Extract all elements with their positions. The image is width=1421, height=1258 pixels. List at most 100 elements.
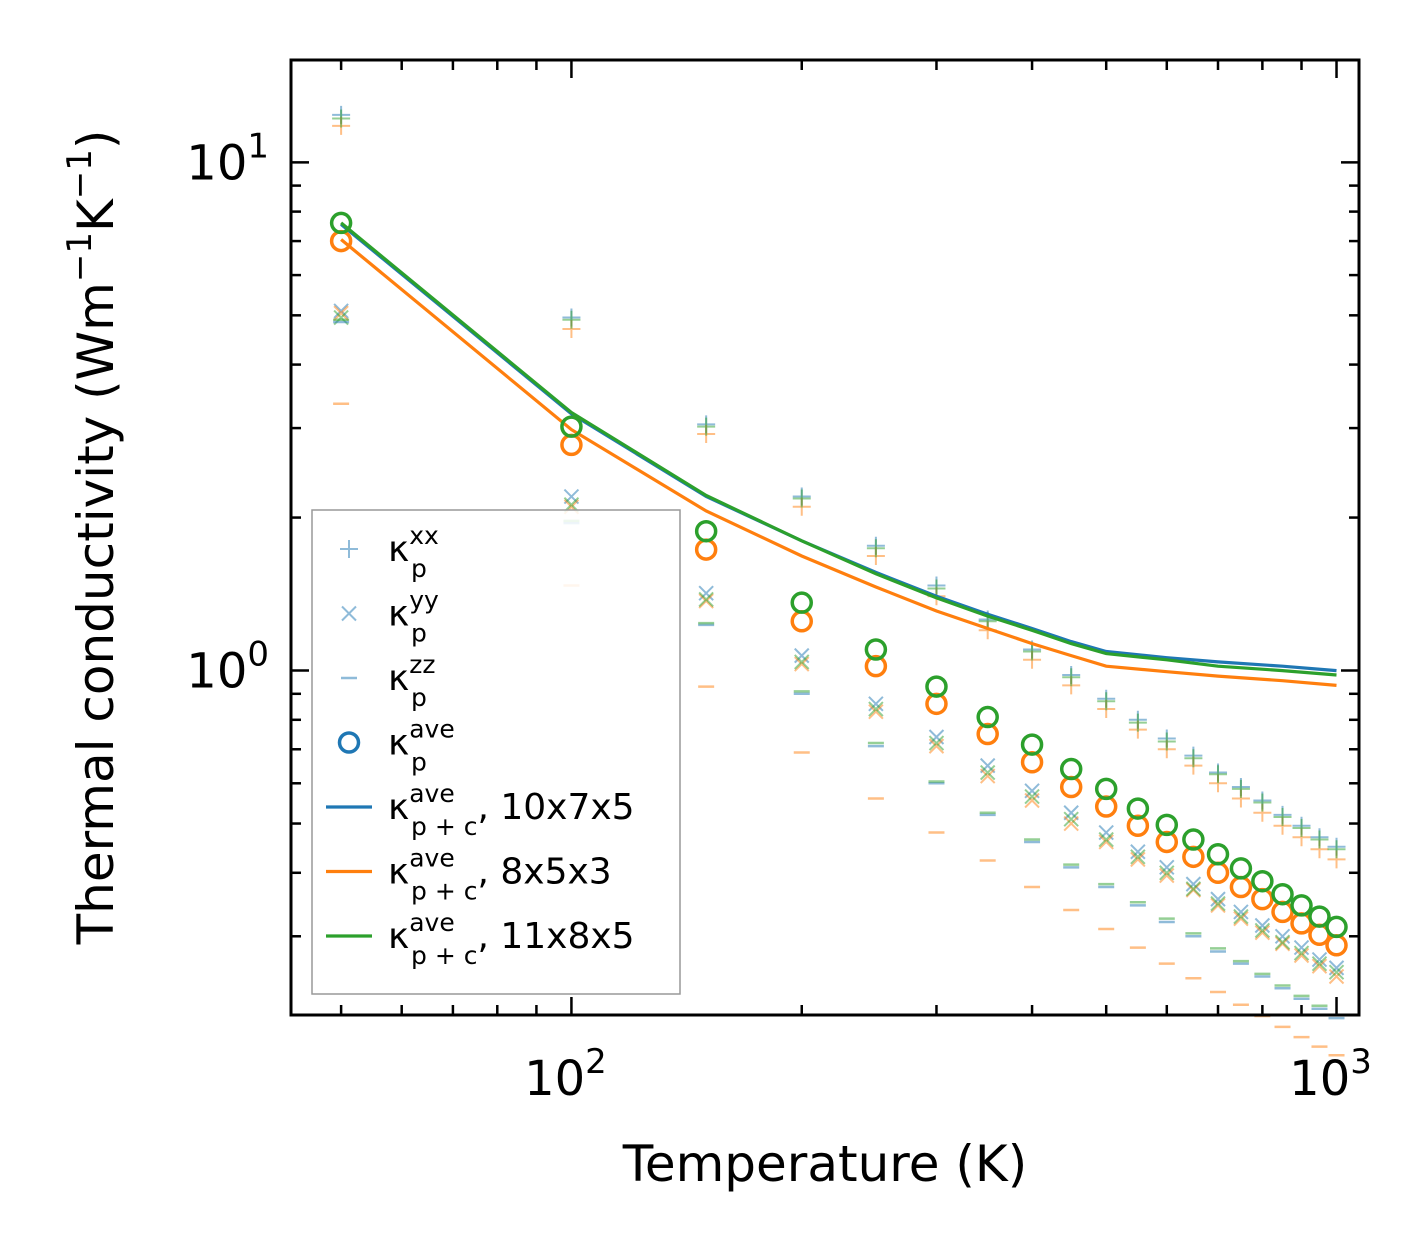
series-kyy-11x8x5-point-shape bbox=[1254, 922, 1271, 939]
legend-sup: ave bbox=[409, 908, 455, 937]
series-kave-11x8x5-point-shape bbox=[329, 211, 353, 235]
series-kave-8x5x3-point bbox=[1290, 912, 1313, 935]
y-label-main: Thermal conductivity (Wm bbox=[67, 282, 125, 945]
series-kxx-11x8x5-point-shape bbox=[866, 539, 885, 558]
series-kyy-11x8x5-point bbox=[698, 591, 714, 608]
legend-sup: ave bbox=[409, 844, 455, 873]
series-kxx-11x8x5-point bbox=[1253, 793, 1272, 812]
series-kyy-8x5x3-point-shape bbox=[1130, 851, 1146, 868]
legend-sub: p + c bbox=[411, 941, 477, 970]
series-kave-8x5x3-point bbox=[1059, 775, 1083, 799]
series-kyy-8x5x3-point bbox=[1024, 792, 1040, 809]
series-kxx-11x8x5-point-shape bbox=[1097, 692, 1116, 711]
series-kxx-11x8x5-point-shape bbox=[332, 109, 351, 128]
y-label-sup1: −1 bbox=[60, 232, 100, 282]
series-kyy-11x8x5-point bbox=[1159, 865, 1175, 881]
legend-item: κave p + c, 11x8x5 bbox=[326, 908, 635, 970]
series-kyy-11x8x5-point bbox=[1328, 964, 1345, 980]
series-kxx-11x8x5-point bbox=[1128, 713, 1147, 732]
series-kave-8x5x3-point-shape bbox=[1155, 830, 1179, 854]
series-kyy-10x7x5-point bbox=[1063, 805, 1079, 821]
series-kyy-10x7x5-point-shape bbox=[1233, 904, 1249, 920]
series-kyy-11x8x5-point-shape bbox=[794, 654, 810, 670]
series-kxx-11x8x5-point-shape bbox=[1327, 840, 1346, 859]
series-kave-8x5x3-point-shape bbox=[1206, 861, 1230, 885]
y-tick-exp: 1 bbox=[247, 126, 269, 166]
series-kyy-10x7x5-point bbox=[1210, 891, 1226, 907]
legend-sup: zz bbox=[409, 650, 435, 679]
series-kave-11x8x5-point bbox=[1290, 894, 1313, 917]
y-tick-label: 101 bbox=[186, 126, 269, 191]
series-kxx-11x8x5-point-shape bbox=[1184, 749, 1203, 768]
series-kave-8x5x3-point bbox=[1325, 934, 1348, 957]
series-kave-11x8x5-point-shape bbox=[1206, 843, 1230, 866]
series-kave-11x8x5-point-shape bbox=[790, 591, 813, 614]
series-kave-11x8x5-point-shape bbox=[560, 415, 583, 438]
series-kyy-11x8x5-point bbox=[928, 735, 945, 751]
series-kxx-11x8x5-point bbox=[1273, 808, 1292, 827]
legend-item: κave p bbox=[337, 715, 455, 777]
series-kave-11x8x5-point-shape bbox=[925, 675, 948, 698]
series-kyy-8x5x3-point bbox=[1159, 867, 1175, 884]
series-kyy-11x8x5-point-shape bbox=[1328, 964, 1345, 980]
series-kyy-10x7x5-point-shape bbox=[1311, 951, 1328, 968]
series-kxx-11x8x5-point-shape bbox=[1209, 765, 1227, 784]
series-kxx-11x8x5-point bbox=[792, 489, 811, 508]
series-kxx-11x8x5-point-shape bbox=[1273, 808, 1292, 827]
series-kyy-8x5x3-point-shape bbox=[698, 593, 714, 609]
series-kyy-11x8x5-point-shape bbox=[1210, 895, 1226, 912]
series-kyy-10x7x5-point bbox=[1185, 876, 1202, 892]
series-kyy-8x5x3-point bbox=[928, 738, 945, 754]
series-kxx-11x8x5-point-shape bbox=[1292, 818, 1311, 837]
legend-label: κyy p bbox=[388, 586, 439, 648]
series-kyy-8x5x3-point bbox=[1311, 958, 1328, 974]
series-kxx-11x8x5 bbox=[332, 109, 1346, 859]
series-kyy-11x8x5-point bbox=[979, 764, 996, 781]
series-kave-8x5x3-point bbox=[1206, 861, 1230, 885]
series-kave-8x5x3-point bbox=[790, 610, 813, 633]
series-kyy-8x5x3-point bbox=[868, 703, 884, 720]
series-kxx-11x8x5-point bbox=[1231, 779, 1250, 798]
y-tick-base: 10 bbox=[186, 644, 247, 700]
legend-sub: p bbox=[411, 683, 427, 712]
series-kave-11x8x5-point-shape bbox=[976, 705, 999, 729]
series-kyy-10x7x5-point bbox=[1293, 939, 1310, 956]
series-kyy-11x8x5-point-shape bbox=[928, 735, 945, 751]
series-kyy-11x8x5-point bbox=[1024, 788, 1040, 805]
series-kyy-8x5x3-point bbox=[1254, 924, 1271, 941]
series-kave-11x8x5-point bbox=[1325, 915, 1348, 939]
series-kyy-8x5x3-point-shape bbox=[1159, 867, 1175, 884]
series-kxx-11x8x5-point bbox=[1292, 818, 1311, 837]
legend-label: κzz p bbox=[388, 650, 435, 712]
series-kyy-11x8x5-point bbox=[794, 654, 810, 670]
series-kave-11x8x5-point bbox=[976, 705, 999, 729]
series-kave-8x5x3-point bbox=[976, 722, 999, 746]
series-kyy-11x8x5-point-shape bbox=[1063, 811, 1079, 827]
series-kyy-11x8x5-point bbox=[1311, 955, 1328, 972]
legend-item: κzz p bbox=[341, 650, 435, 712]
series-kxx-11x8x5-point bbox=[332, 109, 351, 128]
series-kave-8x5x3-point-shape bbox=[1290, 912, 1313, 935]
series-kyy-10x7x5-point bbox=[1311, 951, 1328, 968]
x-tick-label: 102 bbox=[524, 1042, 607, 1107]
series-kxx-11x8x5-point bbox=[1310, 830, 1329, 849]
series-kxx-11x8x5-point-shape bbox=[1310, 830, 1329, 849]
series-kave-11x8x5-point-shape bbox=[1094, 777, 1118, 801]
series-kxx-11x8x5-point-shape bbox=[1128, 713, 1147, 732]
series-kyy-8x5x3-point-shape bbox=[1024, 792, 1040, 809]
legend-sub: p bbox=[411, 554, 427, 583]
series-kave-11x8x5-point bbox=[790, 591, 813, 614]
series-kave-8x5x3-point-shape bbox=[1251, 887, 1274, 911]
series-kave-11x8x5-point bbox=[864, 638, 888, 661]
series-kyy-8x5x3-point bbox=[1293, 947, 1310, 964]
series-kave-11x8x5-point-shape bbox=[1290, 894, 1313, 917]
legend-label: κave p + c, 8x5x3 bbox=[388, 844, 612, 906]
legend-item: κxx p bbox=[340, 521, 439, 583]
series-kyy-11x8x5-point-shape bbox=[1274, 934, 1291, 950]
series-kxx-11x8x5-point bbox=[1157, 732, 1176, 751]
series-kyy-11x8x5-point-shape bbox=[1024, 788, 1040, 805]
legend-box bbox=[311, 509, 681, 995]
series-kyy-10x7x5-point-shape bbox=[1254, 917, 1271, 934]
series-kxx-11x8x5-point-shape bbox=[1253, 793, 1272, 812]
